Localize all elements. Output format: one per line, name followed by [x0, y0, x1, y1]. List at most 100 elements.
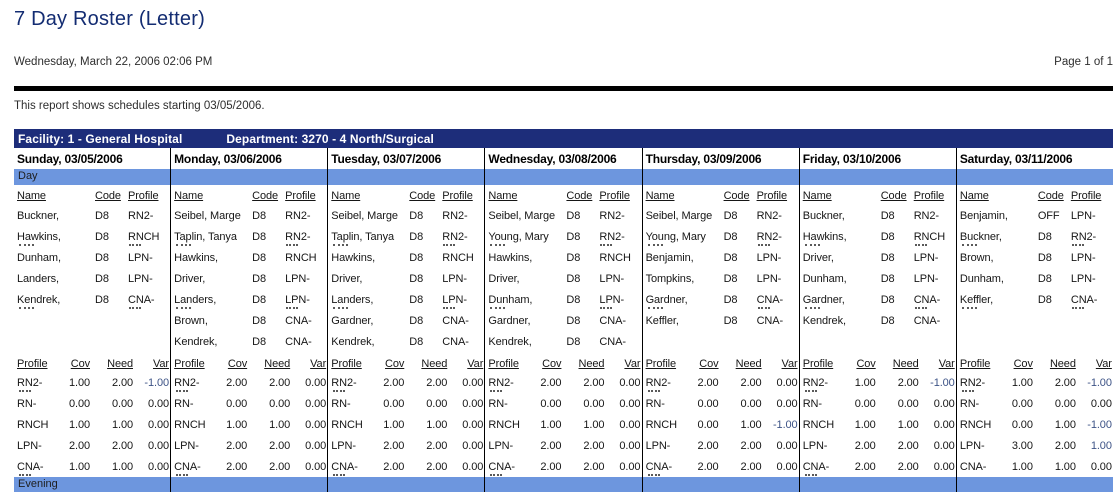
staff-row: Kendrek, D8 CNA-	[488, 331, 639, 352]
summary-cov: 0.00	[68, 397, 90, 410]
staff-code: D8	[1037, 251, 1052, 264]
summary-profile: CNA-	[331, 460, 358, 473]
coverage-summary-table: Profile Cov Need Var RN2- 2.00 2.00 0.00 RN- 0.00…	[643, 353, 799, 477]
summary-row: RNCH 1.00 1.00 0.00	[488, 414, 640, 435]
staff-name: Seibel, Marge	[331, 209, 398, 222]
summary-row: CNA- 2.00 2.00 0.00	[331, 456, 483, 477]
staff-profile: LPN-	[128, 251, 153, 264]
staff-code: D8	[880, 314, 895, 327]
summary-profile: CNA-	[802, 460, 830, 473]
staff-name: Hawkins,	[331, 251, 376, 264]
day-column: Thursday, 03/09/2006 Name Code Profile Seibe…	[642, 148, 800, 492]
column-header-profile: Profile	[1070, 190, 1102, 202]
summary-row: LPN- 3.00 2.00 1.00	[960, 435, 1112, 456]
staff-profile: CNA-	[1070, 293, 1098, 306]
clipped-text-mark	[961, 244, 977, 246]
staff-header-row: Name Code Profile	[331, 185, 482, 205]
summary-header-cov: Cov	[699, 358, 719, 370]
summary-profile: RN-	[17, 397, 37, 410]
column-header-name: Name	[645, 190, 675, 202]
summary-profile: RN-	[645, 397, 665, 410]
staff-row: Young, Mary D8 RN2-	[488, 226, 639, 247]
staff-profile: RN2-	[599, 209, 625, 222]
summary-var: 0.00	[933, 397, 955, 410]
clipped-text-mark	[19, 307, 34, 309]
staff-code: D8	[880, 251, 895, 264]
staff-name: Hawkins,	[17, 230, 61, 243]
staff-name: Tompkins,	[645, 272, 695, 285]
staff-row: Landers, D8 LPN-	[174, 289, 325, 310]
summary-header-var: Var	[152, 358, 169, 370]
staff-code: D8	[95, 251, 109, 264]
staff-profile: LPN-	[442, 272, 467, 285]
coverage-summary-table: Profile Cov Need Var RN2- 2.00 2.00 0.00 RN- 0.00…	[328, 353, 484, 477]
summary-header-profile: Profile	[17, 358, 48, 370]
staff-profile: RN2-	[128, 209, 154, 222]
staff-table: Name Code Profile Buckner, D8 RN2- Hawkins, D8 R…	[800, 185, 956, 353]
column-header-code: Code	[723, 190, 750, 202]
coverage-summary-table: Profile Cov Need Var RN2- 1.00 2.00 -1.00 RN- 0.0…	[14, 353, 170, 477]
summary-profile: LPN-	[331, 439, 356, 452]
evening-shift-band	[642, 477, 799, 492]
staff-row: Landers, D8 LPN-	[17, 268, 168, 289]
staff-name: Hawkins,	[488, 251, 533, 264]
staff-name: Seibel, Marge	[645, 209, 713, 222]
summary-var: 0.00	[619, 397, 641, 410]
summary-cov: 0.00	[540, 397, 562, 410]
staff-name: Gardner,	[488, 314, 531, 327]
staff-profile: CNA-	[599, 335, 626, 348]
staff-profile: LPN-	[599, 293, 625, 306]
staff-code: D8	[1037, 230, 1052, 243]
staff-code: D8	[409, 230, 424, 243]
staff-code: OFF	[1037, 209, 1060, 222]
summary-header-profile: Profile	[959, 358, 991, 370]
clipped-text-mark	[490, 390, 503, 392]
summary-profile: RN2-	[174, 376, 200, 389]
column-header-code: Code	[252, 190, 279, 202]
summary-var: 0.00	[462, 439, 484, 452]
staff-name: Dunham,	[488, 293, 533, 306]
day-header: Wednesday, 03/08/2006	[488, 152, 617, 166]
staff-row: Kendrek, D8 CNA-	[803, 310, 954, 331]
staff-profile: CNA-	[756, 293, 784, 306]
summary-need: 0.00	[583, 397, 605, 410]
column-header-name: Name	[488, 190, 518, 202]
summary-need: 2.00	[426, 439, 448, 452]
summary-var: 0.00	[462, 376, 484, 389]
clipped-text-mark	[490, 307, 506, 309]
staff-row: Keffler, D8 CNA-	[960, 289, 1111, 310]
summary-var: 0.00	[462, 397, 484, 410]
summary-need: 2.00	[897, 460, 919, 473]
staff-profile: RN2-	[756, 209, 782, 222]
staff-profile: LPN-	[599, 272, 625, 285]
staff-code: D8	[95, 230, 109, 243]
report-datetime: Wednesday, March 22, 2006 02:06 PM	[14, 56, 213, 68]
column-header-profile: Profile	[599, 190, 630, 202]
staff-profile: RN2-	[756, 230, 782, 243]
staff-profile: LPN-	[1070, 272, 1096, 285]
staff-name: Kendrek,	[174, 335, 218, 348]
summary-need: 2.00	[740, 460, 762, 473]
staff-name: Kendrek,	[331, 335, 375, 348]
staff-profile: LPN-	[756, 272, 782, 285]
staff-row: Dunham, D8 LPN-	[803, 268, 954, 289]
summary-cov: 2.00	[540, 439, 562, 452]
summary-need: 0.00	[897, 397, 919, 410]
staff-name: Driver,	[331, 272, 363, 285]
staff-code: D8	[723, 251, 738, 264]
clipped-text-mark	[647, 307, 663, 309]
summary-header-row: Profile Cov Need Var	[646, 353, 798, 372]
clipped-text-mark	[286, 307, 299, 309]
summary-header-var: Var	[310, 358, 327, 370]
column-header-code: Code	[409, 190, 436, 202]
summary-row: RN2- 1.00 2.00 -1.00	[959, 372, 1112, 393]
staff-name: Buckner,	[959, 230, 1002, 243]
summary-profile: RN2-	[959, 376, 986, 389]
clipped-text-mark	[647, 474, 660, 476]
clipped-text-mark	[19, 244, 34, 246]
summary-cov: 2.00	[697, 460, 719, 473]
staff-profile: LPN-	[756, 251, 782, 264]
staff-name: Seibel, Marge	[488, 209, 555, 222]
clipped-text-mark	[600, 244, 613, 246]
staff-code: D8	[252, 335, 267, 348]
